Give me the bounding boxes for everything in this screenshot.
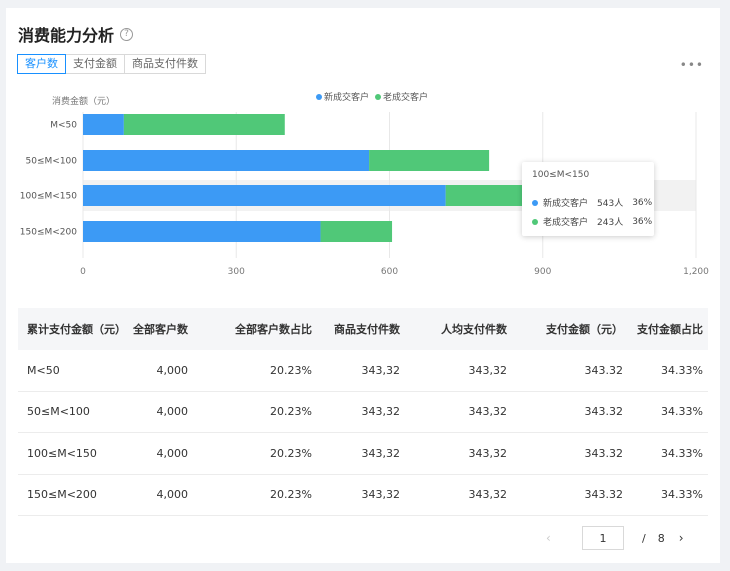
table-cell: 34.33% xyxy=(661,405,703,419)
table-cell: 343,32 xyxy=(361,405,401,419)
chevron-right-icon[interactable]: › xyxy=(678,531,684,545)
bar-new-customer xyxy=(83,114,124,135)
tooltip-name-old: 老成交客户 xyxy=(543,218,589,228)
bar-old-customer xyxy=(320,221,393,242)
tab-customer-count[interactable]: 客户数 xyxy=(17,54,66,74)
table-cell: 34.33% xyxy=(661,446,703,460)
table-cell: 20.23% xyxy=(270,405,312,419)
table-cell: 343.32 xyxy=(584,363,624,377)
header-cell[interactable]: 累计支付金额（元） xyxy=(27,323,126,336)
table-cell: 343,32 xyxy=(361,446,401,460)
legend-label-old: 老成交客户 xyxy=(383,93,429,103)
bar-new-customer xyxy=(83,221,321,242)
table-cell: 50≤M<100 xyxy=(27,405,90,419)
table-cell: 343.32 xyxy=(584,405,624,419)
table-cell: 343,32 xyxy=(468,405,508,419)
question-icon[interactable]: ? xyxy=(120,27,134,41)
x-tick-label: 900 xyxy=(534,267,551,277)
tooltip-value-new: 543人 xyxy=(597,199,624,209)
stacked-bar-chart: 0 300 600 900 1,200 M<50 50≤M<100 100≤M<150 150≤… xyxy=(20,112,709,277)
header-cell[interactable]: 支付金额（元） xyxy=(546,323,623,336)
table-cell: 4,000 xyxy=(156,488,189,502)
tab-item-count[interactable]: 商品支付件数 xyxy=(124,54,206,74)
header-cell[interactable]: 支付金额占比 xyxy=(637,323,703,336)
page-total: 8 xyxy=(657,531,665,545)
table-row: 150≤M<200 4,000 20.23% 343,32 343,32 343… xyxy=(18,475,708,516)
table-cell: 343,32 xyxy=(468,488,508,502)
x-tick-label: 300 xyxy=(228,267,245,277)
table-cell: 20.23% xyxy=(270,363,312,377)
tooltip-row-old: 老成交客户 243人 36% xyxy=(532,215,652,228)
y-axis-title: 消费金额（元） xyxy=(52,97,116,107)
header-cell[interactable]: 商品支付件数 xyxy=(334,323,400,336)
legend-dot-old xyxy=(375,93,382,100)
page-number-input[interactable] xyxy=(582,526,624,550)
table-cell: 343,32 xyxy=(468,363,508,377)
table-row: 100≤M<150 4,000 20.23% 343,32 343,32 343… xyxy=(18,433,708,475)
table-cell: 343,32 xyxy=(361,488,401,502)
table-cell: 20.23% xyxy=(270,446,312,460)
ellipsis-icon[interactable]: ••• xyxy=(679,58,704,72)
header-cell[interactable]: 全部客户数占比 xyxy=(235,323,312,336)
x-tick-label: 0 xyxy=(80,267,86,277)
tooltip-row-new: 新成交客户 543人 36% xyxy=(532,196,652,209)
tooltip-name-new: 新成交客户 xyxy=(543,199,589,209)
legend-label-new: 新成交客户 xyxy=(324,93,370,103)
header-cell[interactable]: 人均支付件数 xyxy=(441,323,507,336)
x-tick-label: 600 xyxy=(381,267,398,277)
y-category-label: 150≤M<200 xyxy=(20,228,77,238)
table-row: 50≤M<100 4,000 20.23% 343,32 343,32 343.… xyxy=(18,392,708,433)
bar-new-customer xyxy=(83,150,370,171)
tooltip-pct-new: 36% xyxy=(632,197,653,208)
pagination: ‹ / 8 › xyxy=(546,526,684,550)
bar-old-customer xyxy=(369,150,490,171)
table-cell: 4,000 xyxy=(156,363,189,377)
tooltip-dot-new xyxy=(532,199,538,206)
legend-item-new[interactable]: 新成交客户 xyxy=(316,90,369,103)
table-cell: 150≤M<200 xyxy=(27,488,97,502)
tooltip-title: 100≤M<150 xyxy=(532,170,590,180)
table-cell: 34.33% xyxy=(661,488,703,502)
tooltip-pct-old: 36% xyxy=(632,216,653,227)
metric-tabs: 客户数 支付金额 商品支付件数 xyxy=(17,54,206,74)
x-tick-label: 1,200 xyxy=(683,267,709,277)
y-category-label: 50≤M<100 xyxy=(26,157,78,167)
table-cell: 343.32 xyxy=(584,446,624,460)
table-cell: 100≤M<150 xyxy=(27,446,97,460)
consumption-analysis-card: 消费能力分析 ? 客户数 支付金额 商品支付件数 ••• 新成交客户 老成交客户… xyxy=(6,8,720,563)
table-cell: 4,000 xyxy=(156,446,189,460)
y-category-label: M<50 xyxy=(50,121,77,131)
table-cell: 4,000 xyxy=(156,405,189,419)
page-title: 消费能力分析 ? xyxy=(18,22,134,46)
bar-new-customer xyxy=(83,185,446,206)
table-cell: 343.32 xyxy=(584,488,624,502)
table-cell: 34.33% xyxy=(661,363,703,377)
chart-legend: 新成交客户 老成交客户 xyxy=(316,90,428,103)
page-separator: / xyxy=(642,531,646,545)
table-cell: 343,32 xyxy=(468,446,508,460)
table-header: 累计支付金额（元） 全部客户数 全部客户数占比 商品支付件数 人均支付件数 支付… xyxy=(18,308,708,350)
tooltip-dot-old xyxy=(532,218,538,225)
legend-item-old[interactable]: 老成交客户 xyxy=(375,90,428,103)
table-cell: 343,32 xyxy=(361,363,401,377)
table-cell: M<50 xyxy=(27,363,60,377)
data-table: 累计支付金额（元） 全部客户数 全部客户数占比 商品支付件数 人均支付件数 支付… xyxy=(18,308,708,516)
chart-tooltip: 100≤M<150 新成交客户 543人 36% 老成交客户 243人 36% xyxy=(522,162,654,236)
y-category-label: 100≤M<150 xyxy=(20,192,77,202)
legend-dot-new xyxy=(316,93,322,100)
table-cell: 20.23% xyxy=(270,488,312,502)
chevron-left-icon[interactable]: ‹ xyxy=(546,531,551,545)
tooltip-value-old: 243人 xyxy=(597,218,624,228)
header-cell[interactable]: 全部客户数 xyxy=(133,323,188,336)
title-text: 消费能力分析 xyxy=(18,26,115,45)
table-row: M<50 4,000 20.23% 343,32 343,32 343.32 3… xyxy=(18,350,708,392)
bar-old-customer xyxy=(123,114,285,135)
